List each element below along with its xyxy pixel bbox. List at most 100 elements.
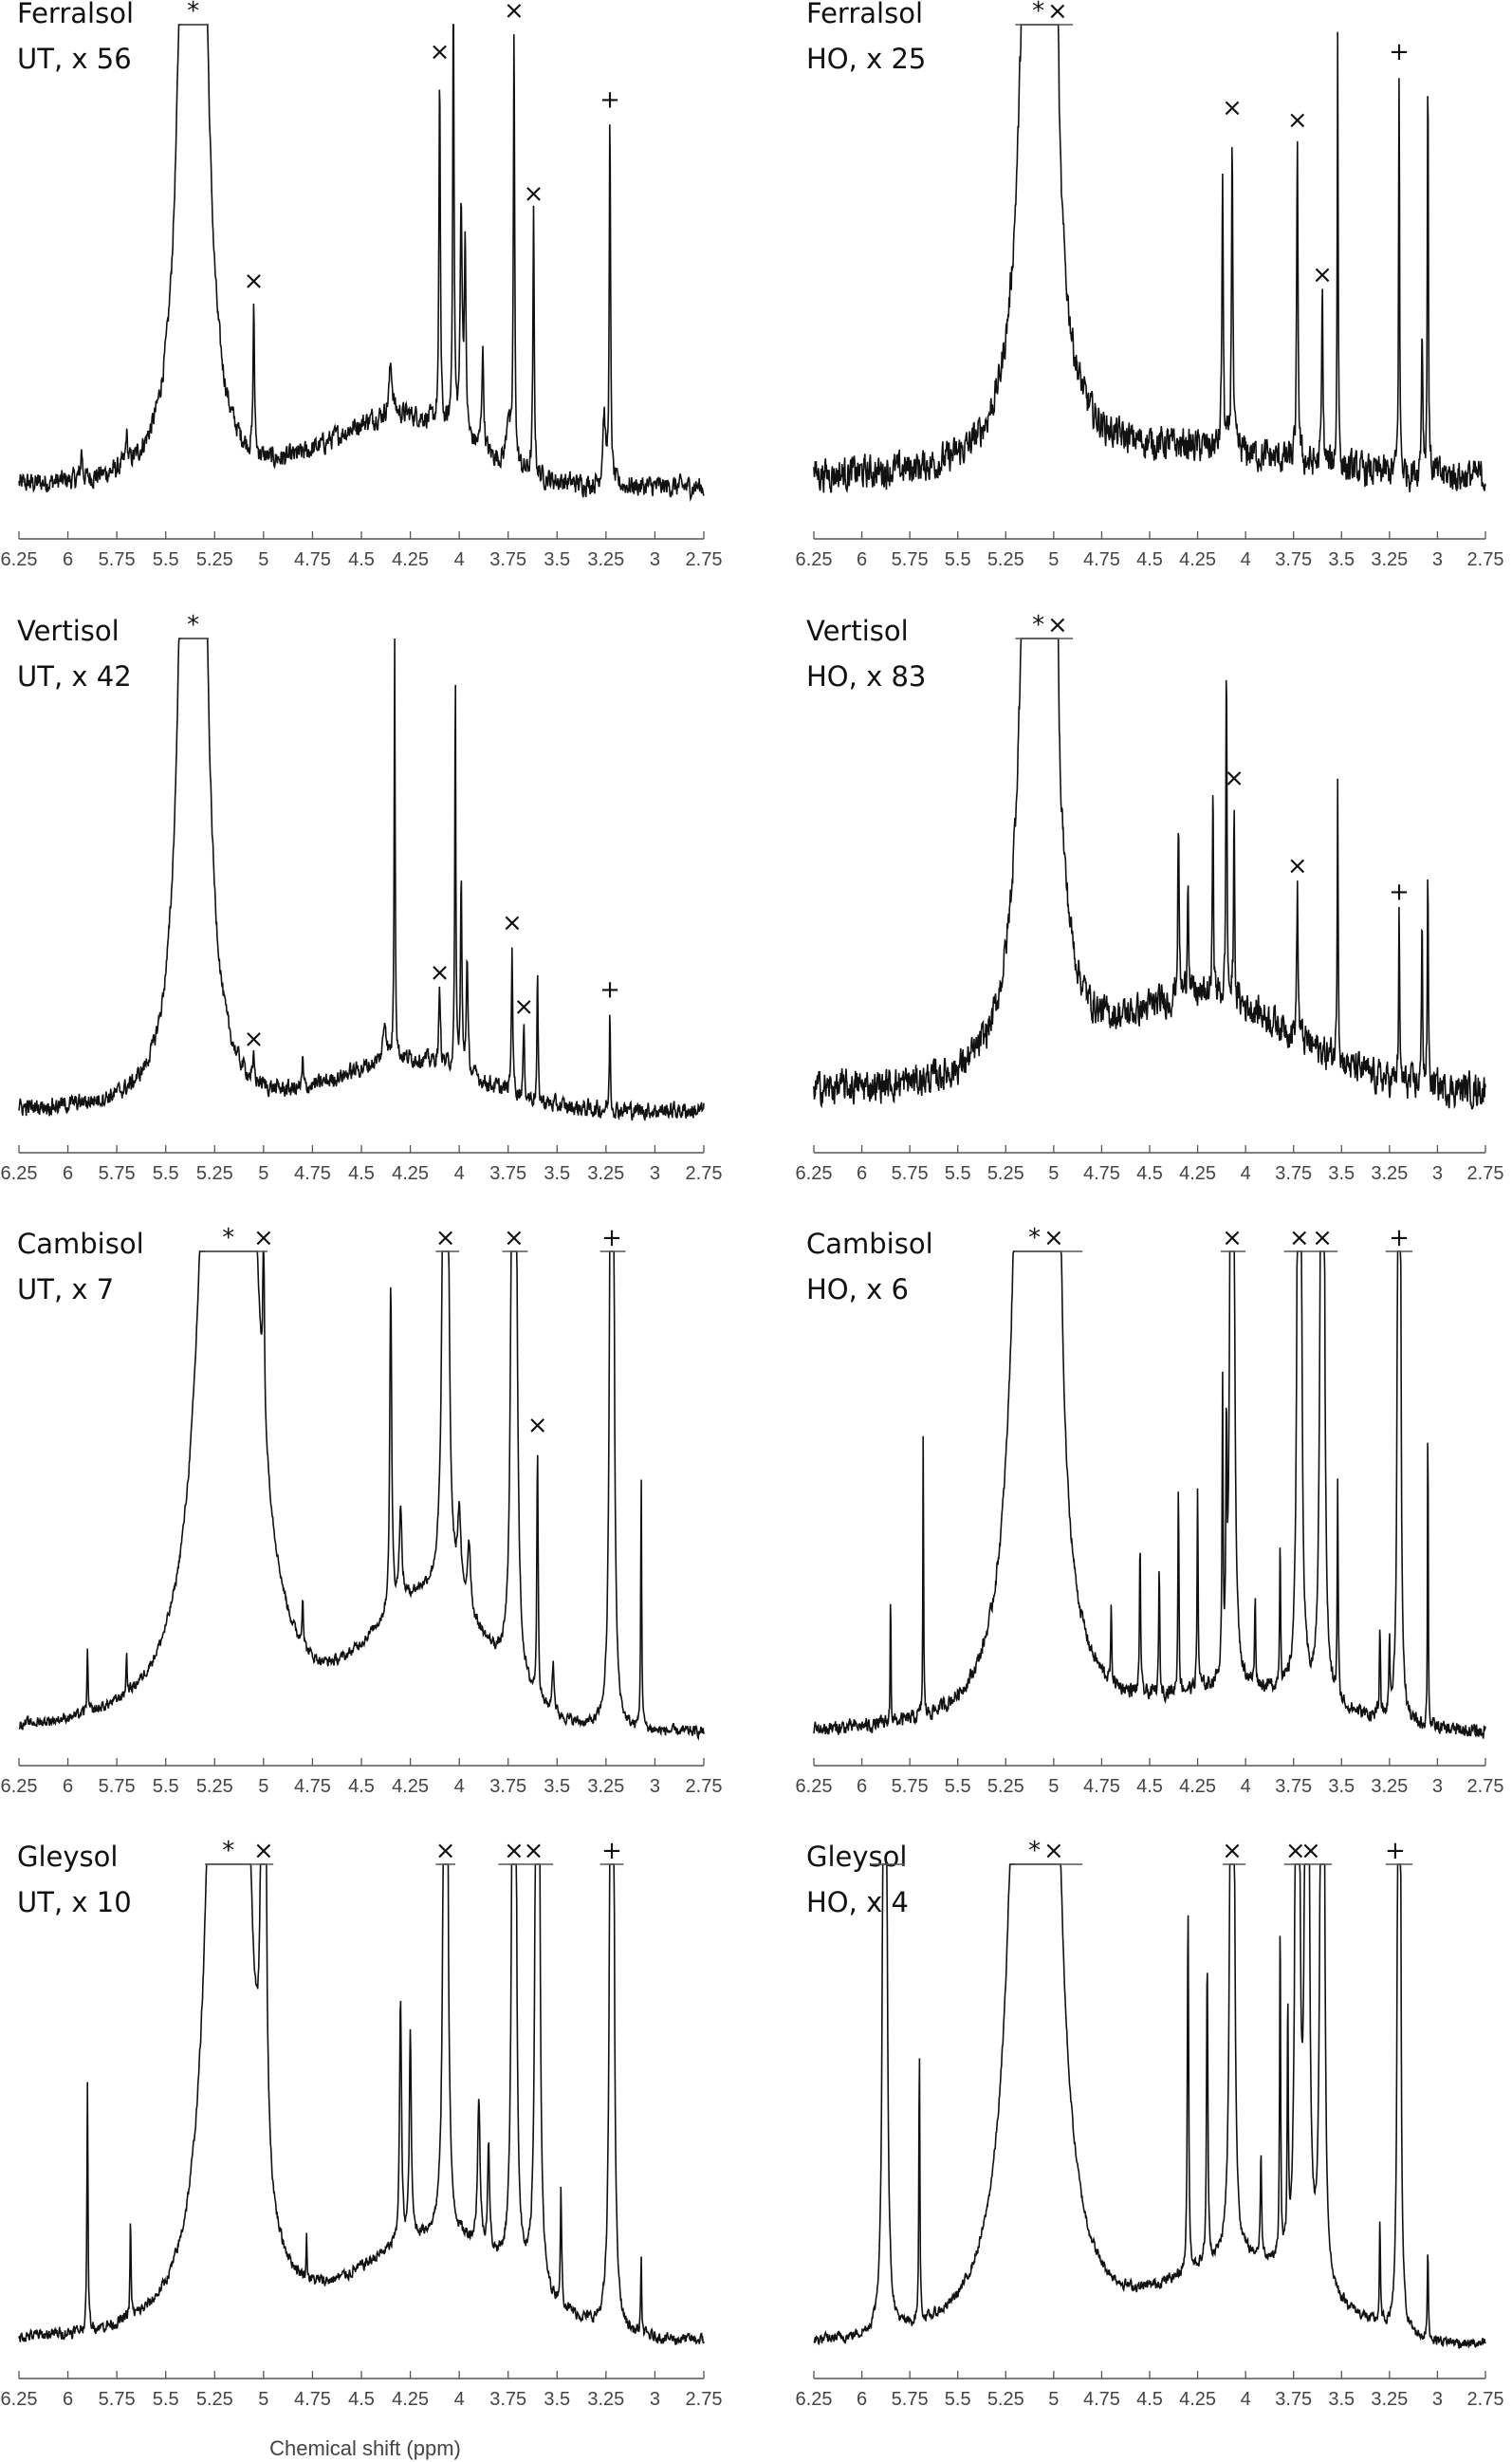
peak-marker: ×	[1287, 852, 1308, 880]
peak-marker: ×	[1043, 1224, 1064, 1252]
x-tick-label: 4.5	[1136, 1163, 1163, 1184]
x-tick-label: 3	[1432, 549, 1443, 570]
x-tick-label: 6.25	[796, 549, 833, 570]
peak-marker: +	[1389, 878, 1410, 906]
peak-marker: ×	[1285, 1837, 1306, 1865]
peak-marker: ×	[1222, 1224, 1243, 1252]
x-axis-label: Chemical shift (ppm)	[269, 2436, 461, 2460]
x-tick-label: 6	[63, 2389, 73, 2410]
x-tick-label: 5.25	[196, 1776, 233, 1797]
spectrum-line	[18, 638, 705, 1121]
spectrum-line	[18, 1250, 705, 1741]
x-tick-label: 5	[258, 1163, 268, 1184]
x-tick-label: 5.25	[196, 2389, 233, 2410]
peak-marker: ×	[244, 267, 265, 295]
panel-title: UT, x 56	[17, 43, 132, 75]
x-tick-label: 4.5	[348, 1163, 375, 1184]
peak-marker: *	[222, 1224, 234, 1252]
x-tick-label: 6.25	[1, 549, 38, 570]
x-tick-label: 6.25	[1, 1163, 38, 1184]
x-tick-label: 5.5	[945, 1163, 971, 1184]
spectrum-line	[813, 1250, 1486, 1739]
x-tick-label: 4	[1241, 549, 1251, 570]
x-tick-label: 6.25	[1, 1776, 38, 1797]
peak-marker: ×	[524, 179, 544, 208]
spectrum-line	[813, 24, 1486, 493]
peak-marker: *	[1028, 1224, 1041, 1252]
peak-marker: ×	[430, 38, 451, 66]
x-tick-label: 4.75	[294, 2389, 331, 2410]
x-tick-label: 5.75	[99, 2389, 136, 2410]
x-tick-label: 5.5	[945, 549, 971, 570]
x-tick-label: 4.25	[392, 2389, 429, 2410]
x-tick-label: 5	[1048, 1776, 1059, 1797]
x-tick-label: 3.5	[1328, 549, 1355, 570]
x-tick-label: 3	[1432, 2389, 1443, 2410]
x-tick-label: 6	[857, 2389, 867, 2410]
x-tick-label: 4.25	[1179, 549, 1216, 570]
spectrum-panel: Vertisol UT, x 42 * × × × × +6.25 6 5.75 5.5 5.25 5 4…	[1, 611, 723, 1184]
peak-marker: *	[187, 0, 199, 26]
peak-marker: *	[222, 1837, 234, 1865]
panel-title: HO, x 25	[806, 43, 926, 75]
x-tick-label: 3.5	[544, 2389, 570, 2410]
x-tick-label: 5.25	[987, 2389, 1024, 2410]
peak-marker: ×	[504, 1224, 525, 1252]
x-tick-label: 5.75	[892, 1776, 929, 1797]
x-tick-label: 3.75	[1275, 2389, 1312, 2410]
x-tick-label: 3.5	[1328, 1776, 1355, 1797]
x-tick-label: 6.25	[796, 1163, 833, 1184]
x-tick-label: 4.75	[294, 549, 331, 570]
panel-title: HO, x 83	[806, 660, 926, 693]
x-tick-label: 4.25	[392, 549, 429, 570]
x-tick-label: 6	[857, 549, 867, 570]
x-tick-label: 3.25	[587, 1163, 624, 1184]
x-tick-label: 4	[454, 549, 465, 570]
spectrum-line	[813, 638, 1486, 1110]
x-tick-label: 3.25	[587, 2389, 624, 2410]
peak-marker: *	[1028, 1837, 1041, 1865]
x-tick-label: 5	[1048, 549, 1059, 570]
peak-marker: ×	[502, 909, 523, 937]
x-tick-label: 2.75	[686, 1776, 723, 1797]
peak-marker: ×	[504, 0, 525, 26]
peak-marker: +	[599, 976, 620, 1005]
x-tick-label: 3.75	[489, 2389, 526, 2410]
peak-marker: +	[1389, 38, 1410, 66]
peak-marker: ×	[244, 1025, 265, 1053]
spectrum-line	[18, 1863, 705, 2346]
x-tick-label: 2.75	[1467, 1776, 1504, 1797]
x-tick-label: 5.5	[153, 1163, 179, 1184]
peak-marker: ×	[1222, 94, 1243, 122]
x-tick-label: 2.75	[686, 549, 723, 570]
x-tick-label: 4	[454, 2389, 465, 2410]
x-tick-label: 4.25	[1179, 2389, 1216, 2410]
x-tick-label: 6.25	[1, 2389, 38, 2410]
spectrum-line	[813, 1863, 1486, 2349]
panel-title: Ferralsol	[17, 0, 134, 29]
x-tick-label: 5.25	[196, 1163, 233, 1184]
x-tick-label: 3	[1432, 1776, 1443, 1797]
panel-title: Ferralsol	[806, 0, 923, 29]
x-tick-label: 2.75	[1467, 549, 1504, 570]
x-tick-label: 3	[1432, 1163, 1443, 1184]
x-tick-label: 3.25	[1371, 1163, 1408, 1184]
x-tick-label: 4.25	[1179, 1776, 1216, 1797]
peak-marker: +	[601, 1837, 622, 1865]
peak-marker: ×	[524, 1837, 544, 1865]
x-tick-label: 3.25	[1371, 1776, 1408, 1797]
x-tick-label: 5.75	[99, 1776, 136, 1797]
peak-marker: ×	[435, 1224, 456, 1252]
x-tick-label: 5.75	[99, 1163, 136, 1184]
panel-title: Cambisol	[17, 1228, 144, 1260]
x-tick-label: 5.5	[945, 1776, 971, 1797]
peak-marker: ×	[1312, 261, 1333, 289]
x-tick-label: 3.5	[544, 1776, 570, 1797]
spectrum-panel: Ferralsol UT, x 56 * × × × × +6.25 6 5.75 5.5 5.25 5…	[1, 0, 723, 570]
x-tick-label: 5.25	[196, 549, 233, 570]
